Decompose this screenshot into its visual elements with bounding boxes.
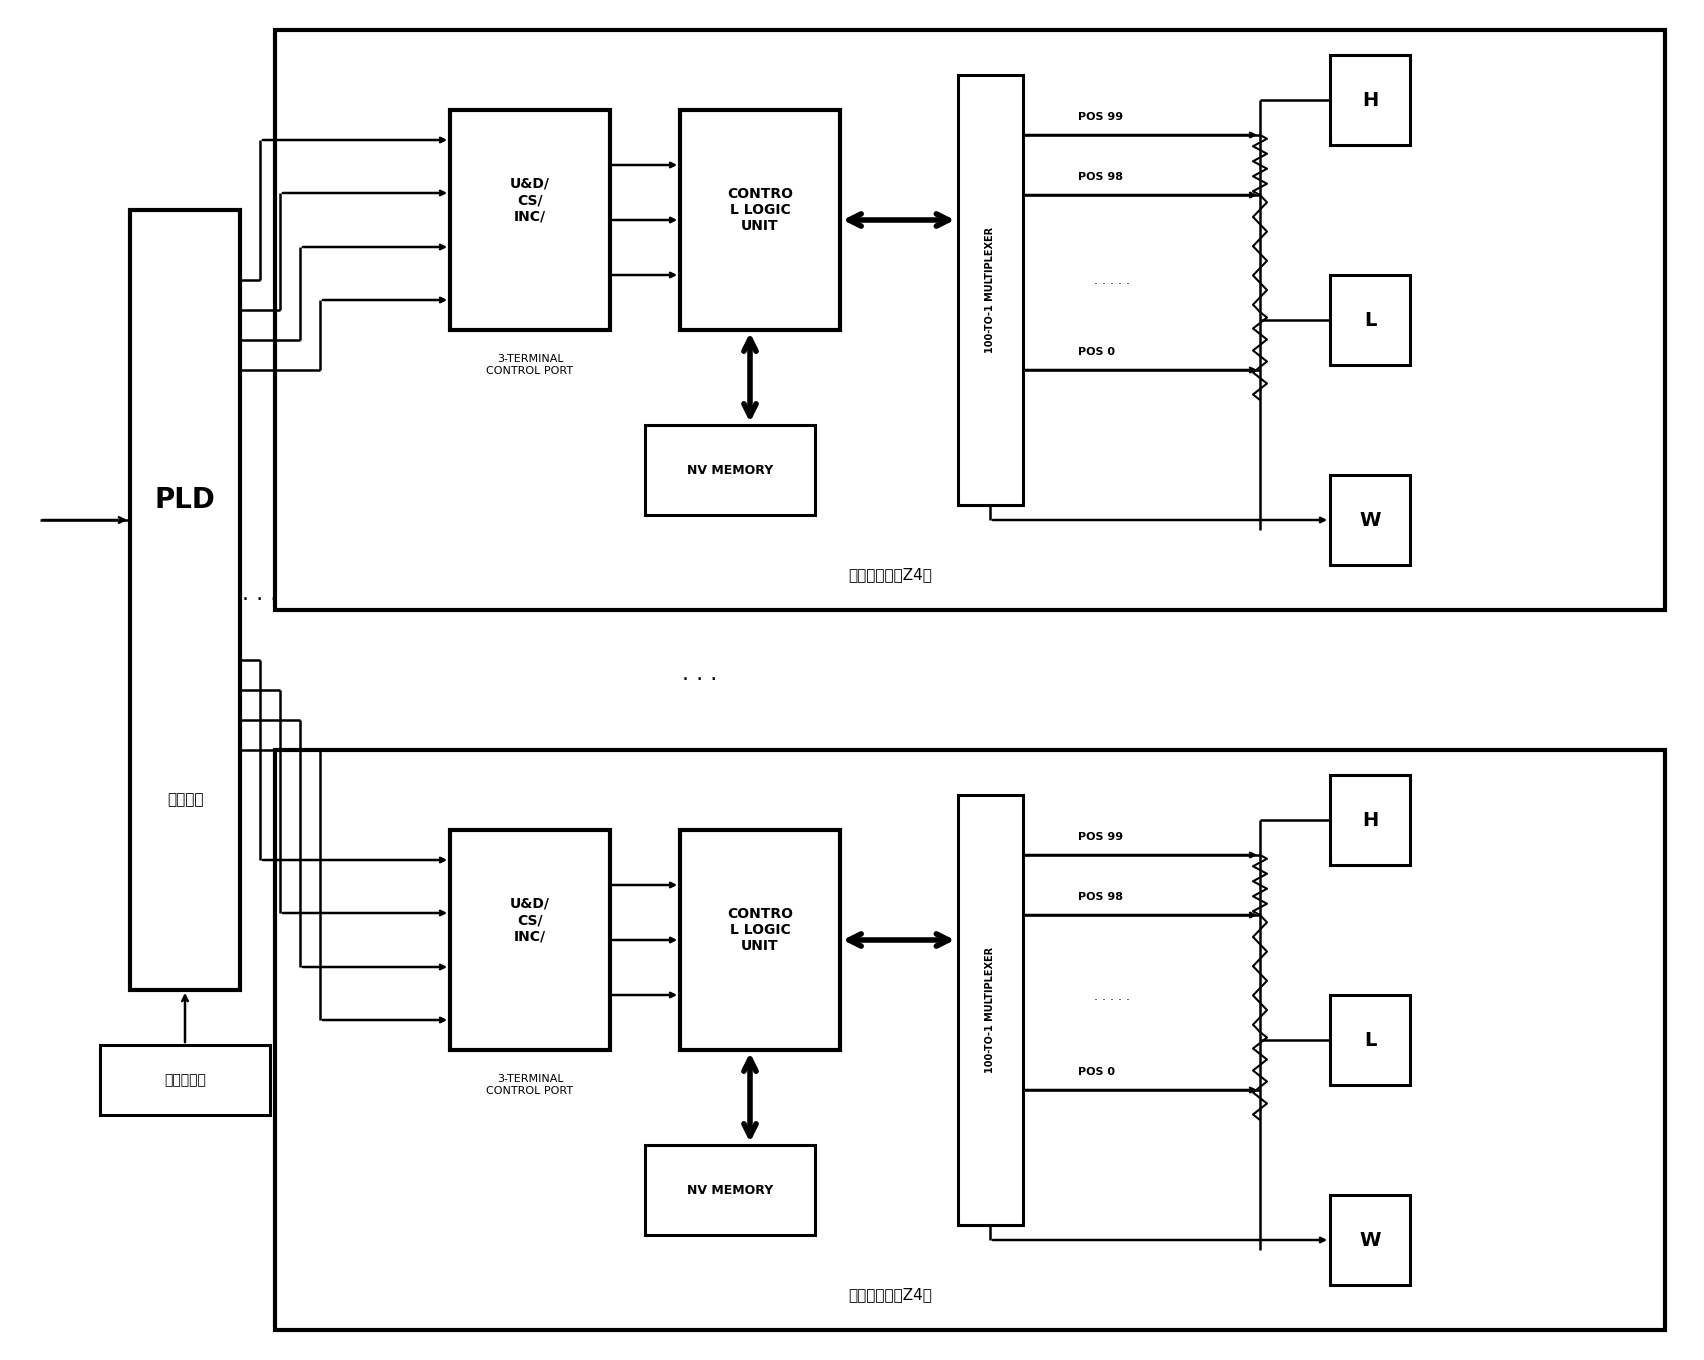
Text: POS 0: POS 0 bbox=[1077, 1068, 1114, 1077]
Bar bbox=[958, 796, 1022, 1225]
Text: · · ·: · · · bbox=[242, 590, 278, 611]
Text: H: H bbox=[1361, 811, 1379, 830]
Text: 方波发生器: 方波发生器 bbox=[164, 1073, 206, 1087]
Bar bbox=[1331, 475, 1409, 564]
Text: CONTRO
L LOGIC
UNIT: CONTRO L LOGIC UNIT bbox=[728, 186, 792, 233]
Bar bbox=[1331, 775, 1409, 865]
Text: L: L bbox=[1363, 310, 1377, 329]
Text: 可变电阵器（Z4Ｉ: 可变电阵器（Z4Ｉ bbox=[849, 567, 932, 582]
Text: POS 98: POS 98 bbox=[1077, 171, 1123, 182]
Bar bbox=[1331, 54, 1409, 146]
Bar bbox=[101, 1044, 269, 1115]
Bar bbox=[958, 75, 1022, 505]
Bar bbox=[680, 830, 840, 1050]
Text: POS 99: POS 99 bbox=[1077, 112, 1123, 122]
Text: · · · · ·: · · · · · bbox=[1094, 994, 1130, 1006]
Text: 100-TO-1 MULTIPLEXER: 100-TO-1 MULTIPLEXER bbox=[985, 227, 995, 354]
Text: 可变电阵器（Z4Ｉ: 可变电阵器（Z4Ｉ bbox=[849, 1288, 932, 1303]
Text: 100-TO-1 MULTIPLEXER: 100-TO-1 MULTIPLEXER bbox=[985, 947, 995, 1073]
Bar bbox=[450, 110, 610, 330]
Text: POS 0: POS 0 bbox=[1077, 347, 1114, 356]
Text: W: W bbox=[1360, 510, 1380, 529]
Bar bbox=[274, 30, 1665, 611]
Text: 主控制器: 主控制器 bbox=[167, 793, 203, 808]
Text: 3-TERMINAL
CONTROL PORT: 3-TERMINAL CONTROL PORT bbox=[486, 1074, 574, 1096]
Text: NV MEMORY: NV MEMORY bbox=[687, 464, 774, 476]
Text: NV MEMORY: NV MEMORY bbox=[687, 1183, 774, 1197]
Text: W: W bbox=[1360, 1231, 1380, 1250]
Text: U&D/
CS/
INC/: U&D/ CS/ INC/ bbox=[509, 177, 550, 223]
Text: H: H bbox=[1361, 91, 1379, 110]
Text: · · · · ·: · · · · · bbox=[1094, 279, 1130, 291]
Bar bbox=[646, 424, 815, 515]
Text: 3-TERMINAL
CONTROL PORT: 3-TERMINAL CONTROL PORT bbox=[486, 354, 574, 375]
Bar bbox=[1331, 1195, 1409, 1285]
Text: L: L bbox=[1363, 1031, 1377, 1050]
Text: U&D/
CS/
INC/: U&D/ CS/ INC/ bbox=[509, 896, 550, 944]
Bar bbox=[450, 830, 610, 1050]
Text: POS 98: POS 98 bbox=[1077, 892, 1123, 902]
Bar bbox=[680, 110, 840, 330]
Bar bbox=[130, 209, 240, 990]
Text: PLD: PLD bbox=[155, 486, 215, 514]
Bar bbox=[646, 1145, 815, 1235]
Text: POS 99: POS 99 bbox=[1077, 832, 1123, 842]
Text: CONTRO
L LOGIC
UNIT: CONTRO L LOGIC UNIT bbox=[728, 907, 792, 953]
Bar bbox=[1331, 275, 1409, 364]
Bar bbox=[1331, 996, 1409, 1085]
Bar bbox=[274, 749, 1665, 1330]
Text: · · ·: · · · bbox=[682, 670, 717, 690]
